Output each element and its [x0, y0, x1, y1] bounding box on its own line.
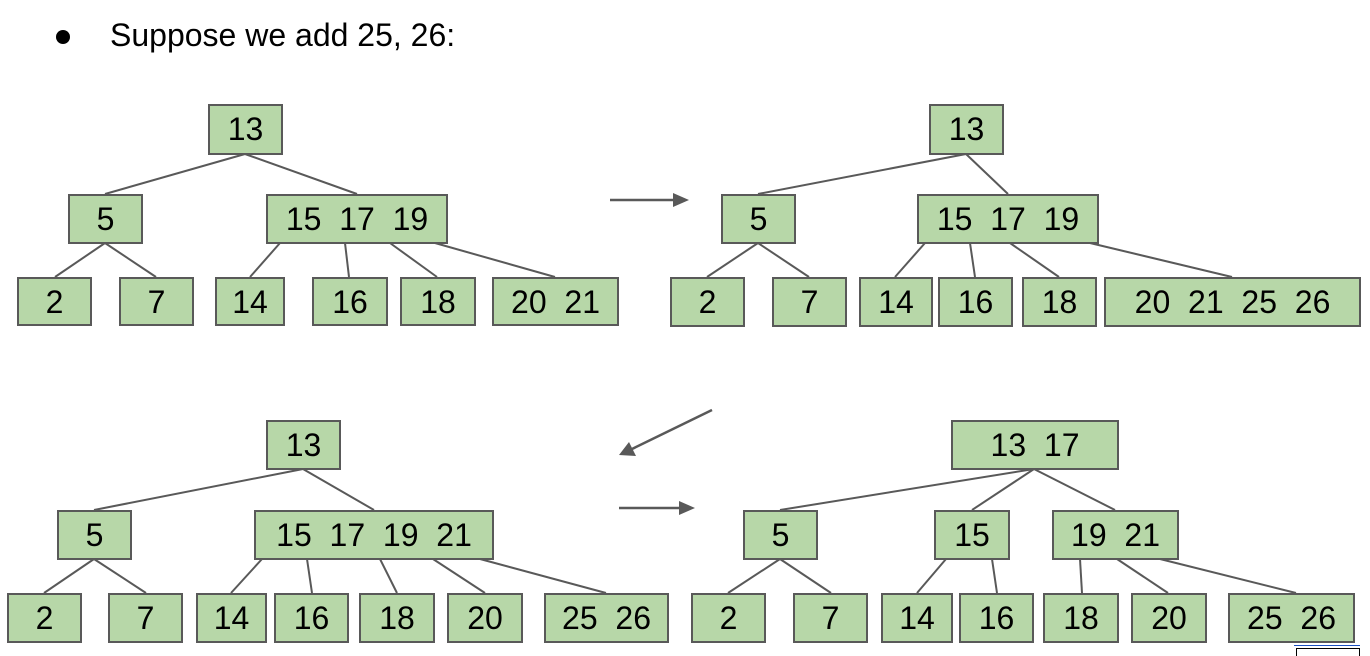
arrow-down-left-icon — [619, 408, 713, 456]
edge — [991, 558, 998, 594]
edge — [969, 242, 976, 278]
edge — [965, 153, 1009, 195]
tree-node-leaf: 20 21 — [492, 277, 619, 326]
tree-node-internal: 5 — [721, 194, 796, 244]
edge — [93, 558, 147, 594]
edge — [432, 558, 486, 594]
edge — [1009, 242, 1060, 278]
edge — [757, 242, 810, 278]
tree-node-leaf: 2 — [691, 593, 766, 643]
tree-node-leaf: 14 — [859, 277, 933, 327]
tree-node-leaf: 14 — [215, 277, 285, 326]
tree-node-leaf: 18 — [400, 277, 476, 326]
tree-node-leaf: 18 — [1043, 593, 1119, 643]
edge — [727, 558, 781, 594]
tree-node-leaf: 16 — [312, 277, 388, 326]
bullet-icon — [56, 30, 70, 44]
tree-node-internal: 19 21 — [1052, 510, 1179, 560]
tree-node-leaf: 20 — [447, 593, 523, 643]
edge — [43, 558, 95, 594]
tree-node-internal: 5 — [743, 510, 818, 560]
edge — [389, 242, 438, 278]
footer-link[interactable] — [1294, 639, 1360, 646]
tree-node-internal: 15 17 19 — [266, 194, 448, 244]
edge — [104, 153, 246, 195]
tree-node-internal: 15 17 19 — [917, 194, 1099, 244]
tree-node-leaf: 7 — [108, 593, 183, 643]
arrow-right-icon — [610, 193, 689, 207]
tree-node-leaf: 2 — [17, 277, 92, 326]
tree-node-leaf: 20 — [1131, 593, 1207, 643]
tree-node-leaf: 20 21 25 26 — [1104, 277, 1361, 327]
edge — [104, 242, 157, 278]
edge — [1079, 558, 1083, 594]
tree-node-leaf: 16 — [938, 277, 1013, 327]
license-badge-icon — [1296, 648, 1360, 656]
edge — [249, 242, 281, 278]
tree-node-leaf: 14 — [196, 593, 267, 643]
edge — [757, 153, 967, 195]
tree-node-leaf: 16 — [959, 593, 1034, 643]
tree-node-leaf: 18 — [1022, 277, 1097, 327]
tree-node-leaf: 25 26 — [1228, 593, 1355, 643]
edge — [779, 468, 1035, 511]
tree-node-leaf: 7 — [793, 593, 868, 643]
edge — [306, 558, 313, 594]
edge — [916, 558, 947, 594]
edge — [706, 242, 759, 278]
edge — [344, 242, 350, 278]
slide-heading: Suppose we add 25, 26: — [110, 17, 456, 53]
tree-node-root: 13 — [266, 420, 341, 470]
edge — [434, 242, 556, 278]
tree-node-leaf: 14 — [881, 593, 953, 643]
tree-node-leaf: 16 — [274, 593, 349, 643]
edge — [1116, 558, 1169, 594]
tree-node-internal: 15 17 19 21 — [254, 510, 494, 560]
tree-node-root: 13 — [929, 104, 1004, 155]
edge — [244, 153, 358, 195]
edge — [93, 468, 304, 511]
tree-node-internal: 15 — [934, 510, 1010, 560]
edge — [779, 558, 832, 594]
edge — [894, 242, 926, 278]
edge — [54, 242, 106, 278]
tree-node-leaf: 7 — [772, 277, 847, 327]
tree-node-internal: 5 — [57, 510, 132, 560]
edge — [230, 558, 263, 594]
edge — [1159, 558, 1297, 594]
tree-node-leaf: 2 — [7, 593, 82, 643]
edge — [479, 558, 607, 594]
edge — [1089, 242, 1233, 278]
tree-node-root: 13 — [208, 104, 283, 155]
tree-node-root: 13 17 — [951, 420, 1119, 470]
edge — [971, 468, 1035, 511]
edge — [379, 558, 398, 594]
tree-node-internal: 5 — [68, 194, 143, 244]
tree-node-leaf: 2 — [670, 277, 745, 327]
arrow-right-icon — [619, 501, 695, 515]
tree-node-leaf: 18 — [359, 593, 435, 643]
edge — [1033, 468, 1116, 511]
tree-node-leaf: 25 26 — [544, 593, 669, 643]
tree-node-leaf: 7 — [119, 277, 194, 326]
edge — [302, 468, 375, 511]
